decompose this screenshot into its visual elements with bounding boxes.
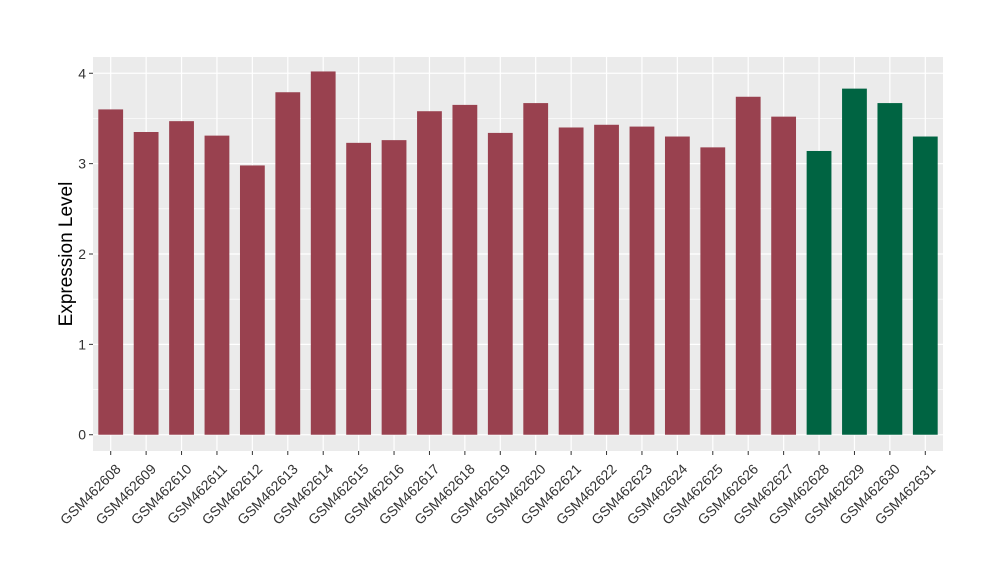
bar-GSM462618 (452, 104, 478, 435)
bar-GSM462612 (239, 165, 265, 435)
y-axis-title: Expression Level (56, 182, 77, 327)
bar-GSM462621 (558, 127, 584, 435)
bar-GSM462610 (169, 121, 194, 435)
y-tick-label: 0 (78, 427, 86, 443)
bar-GSM462624 (664, 136, 690, 435)
y-tick-label: 2 (78, 246, 86, 262)
y-axis: 0 1 2 3 4 (78, 65, 93, 443)
y-tick-label: 1 (78, 336, 86, 352)
bar-GSM462611 (204, 135, 230, 435)
bar-GSM462613 (275, 92, 301, 435)
bar-GSM462617 (417, 111, 442, 435)
bar-GSM462625 (700, 147, 726, 435)
bar-GSM462615 (346, 142, 372, 435)
bar-GSM462631 (912, 136, 938, 435)
bar-GSM462627 (771, 116, 797, 435)
bar-GSM462620 (523, 103, 549, 435)
y-tick-label: 3 (78, 156, 86, 172)
bar-GSM462628 (806, 150, 832, 435)
bar-GSM462626 (735, 96, 761, 435)
y-tick-label: 4 (78, 65, 86, 81)
bars (98, 71, 938, 435)
bar-GSM462608 (98, 109, 124, 435)
bar-GSM462630 (877, 103, 903, 435)
bar-GSM462622 (594, 124, 619, 435)
bar-GSM462614 (310, 71, 336, 435)
bar-GSM462623 (629, 126, 655, 435)
bar-GSM462619 (487, 132, 513, 435)
bar-GSM462616 (381, 140, 407, 435)
x-axis: GSM462608GSM462609GSM462610GSM462611GSM4… (57, 451, 938, 528)
bar-GSM462629 (842, 88, 867, 435)
bar-GSM462609 (133, 132, 159, 435)
